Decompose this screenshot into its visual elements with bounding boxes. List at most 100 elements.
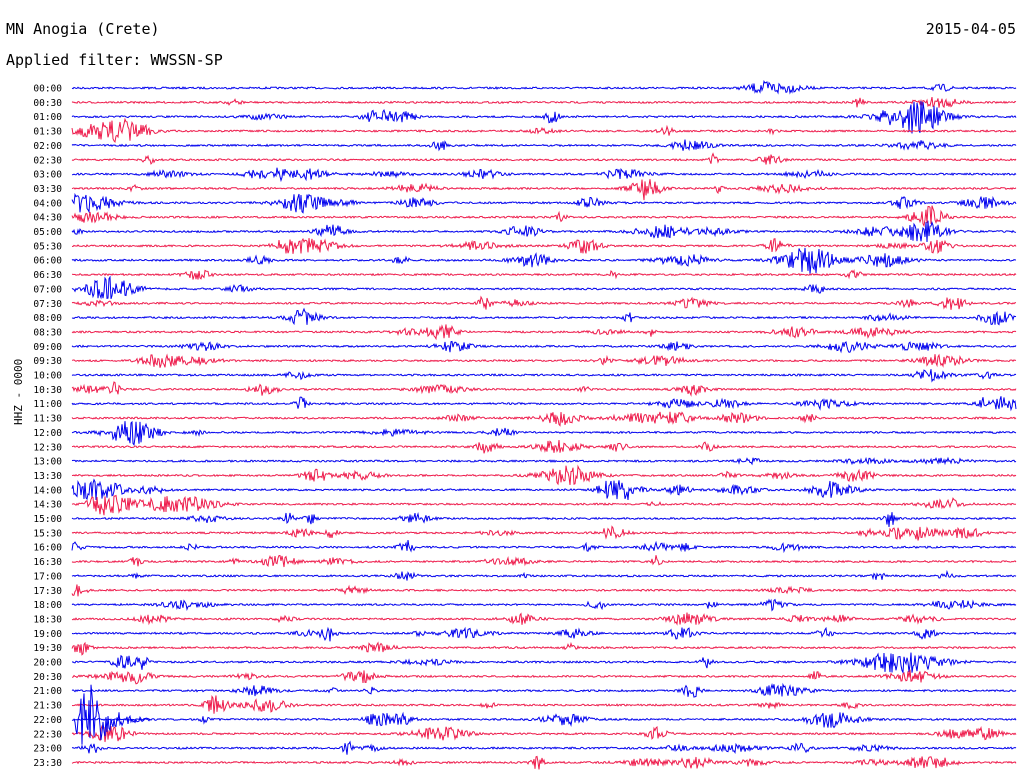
seismic-trace — [71, 420, 1017, 446]
time-label: 05:00 — [33, 227, 62, 238]
time-label: 02:30 — [33, 155, 62, 166]
station-title: MN Anogia (Crete) — [6, 20, 160, 38]
time-label: 08:00 — [33, 313, 62, 324]
time-label: 18:00 — [33, 600, 62, 611]
seismic-trace — [71, 695, 1017, 714]
seismic-trace — [71, 80, 1017, 95]
time-label: 07:00 — [33, 284, 62, 295]
seismic-trace — [71, 540, 1016, 554]
time-label: 05:30 — [33, 241, 62, 252]
seismic-trace — [71, 478, 1016, 501]
seismic-trace — [71, 682, 1017, 698]
seismic-trace — [71, 724, 1017, 743]
time-label: 01:00 — [33, 112, 62, 123]
time-label: 20:00 — [33, 658, 62, 669]
seismic-trace — [71, 220, 1017, 243]
time-label: 10:30 — [33, 385, 62, 396]
time-label: 07:30 — [33, 299, 62, 310]
earthquake-event-trace — [73, 684, 151, 745]
time-label: 19:00 — [33, 629, 62, 640]
seismic-trace — [71, 96, 1017, 109]
time-label: 13:30 — [33, 471, 62, 482]
time-label: 06:00 — [33, 256, 62, 267]
time-label: 15:30 — [33, 528, 62, 539]
seismic-trace — [71, 381, 1017, 397]
time-label: 03:30 — [33, 184, 62, 195]
seismic-trace — [71, 179, 1017, 201]
seismic-trace — [71, 324, 1017, 341]
time-label: 06:30 — [33, 270, 62, 281]
time-label: 16:00 — [33, 543, 62, 554]
filter-label: Applied filter: WWSSN-SP — [6, 51, 223, 69]
seismic-trace — [71, 307, 1017, 326]
seismic-trace — [71, 192, 1017, 214]
seismic-trace — [71, 101, 1017, 134]
time-label: 12:00 — [33, 428, 62, 439]
time-label: 04:30 — [33, 213, 62, 224]
seismic-trace — [71, 511, 1017, 528]
time-label: 12:30 — [33, 442, 62, 453]
seismic-trace — [71, 554, 1017, 568]
time-label: 11:30 — [33, 414, 62, 425]
seismic-trace — [71, 598, 1017, 612]
time-label: 10:00 — [33, 371, 62, 382]
seismic-trace — [71, 205, 1017, 228]
time-label: 09:00 — [33, 342, 62, 353]
time-label: 04:00 — [33, 198, 62, 209]
seismic-trace — [71, 117, 1017, 143]
time-label: 20:30 — [33, 672, 62, 683]
seismic-trace — [71, 139, 1017, 152]
time-label: 21:00 — [33, 686, 62, 697]
time-label: 09:30 — [33, 356, 62, 367]
time-labels: 00:00 00:30 01:00 01:30 02:00 02:30 03:00 03:30… — [33, 84, 62, 769]
time-label: 03:00 — [33, 170, 62, 181]
time-label: 11:00 — [33, 399, 62, 410]
time-label: 08:30 — [33, 327, 62, 338]
seismic-trace — [71, 152, 1017, 165]
time-label: 18:30 — [33, 614, 62, 625]
time-label: 22:30 — [33, 729, 62, 740]
time-label: 02:00 — [33, 141, 62, 152]
time-label: 13:00 — [33, 457, 62, 468]
seismic-trace — [71, 275, 1016, 300]
seismic-trace — [71, 755, 1017, 770]
seismic-trace — [71, 525, 1017, 541]
traces — [71, 80, 1017, 770]
time-label: 21:30 — [33, 701, 62, 712]
time-label: 00:30 — [33, 98, 62, 109]
time-label: 23:00 — [33, 744, 62, 755]
seismic-trace — [71, 626, 1017, 642]
time-label: 22:00 — [33, 715, 62, 726]
seismic-trace — [71, 247, 1017, 274]
time-label: 14:00 — [33, 485, 62, 496]
seismic-trace — [71, 269, 1017, 280]
time-label: 19:30 — [33, 643, 62, 654]
time-label: 17:00 — [33, 571, 62, 582]
seismic-trace — [71, 396, 1017, 412]
seismic-trace — [71, 369, 1017, 383]
time-label: 17:30 — [33, 586, 62, 597]
time-label: 23:30 — [33, 758, 62, 769]
seismic-trace — [71, 584, 1017, 597]
seismic-trace — [71, 340, 1017, 354]
seismic-trace — [71, 237, 1017, 255]
seismic-trace — [71, 569, 1017, 581]
time-label: 16:30 — [33, 557, 62, 568]
time-label: 14:30 — [33, 500, 62, 511]
seismic-trace — [71, 711, 1017, 729]
time-label: 00:00 — [33, 84, 62, 95]
seismic-trace — [71, 464, 1017, 486]
seismic-trace — [71, 612, 1017, 626]
seismic-trace — [71, 456, 1017, 466]
seismic-trace — [71, 353, 1017, 368]
seismic-trace — [71, 439, 1017, 454]
seismic-trace — [71, 641, 1016, 656]
seismic-trace — [71, 411, 1017, 427]
time-label: 15:00 — [33, 514, 62, 525]
seismic-trace — [71, 494, 1017, 516]
seismic-trace — [71, 652, 1017, 675]
time-label: 01:30 — [33, 127, 62, 138]
seismic-trace — [71, 669, 1017, 685]
seismic-trace — [71, 167, 1017, 183]
